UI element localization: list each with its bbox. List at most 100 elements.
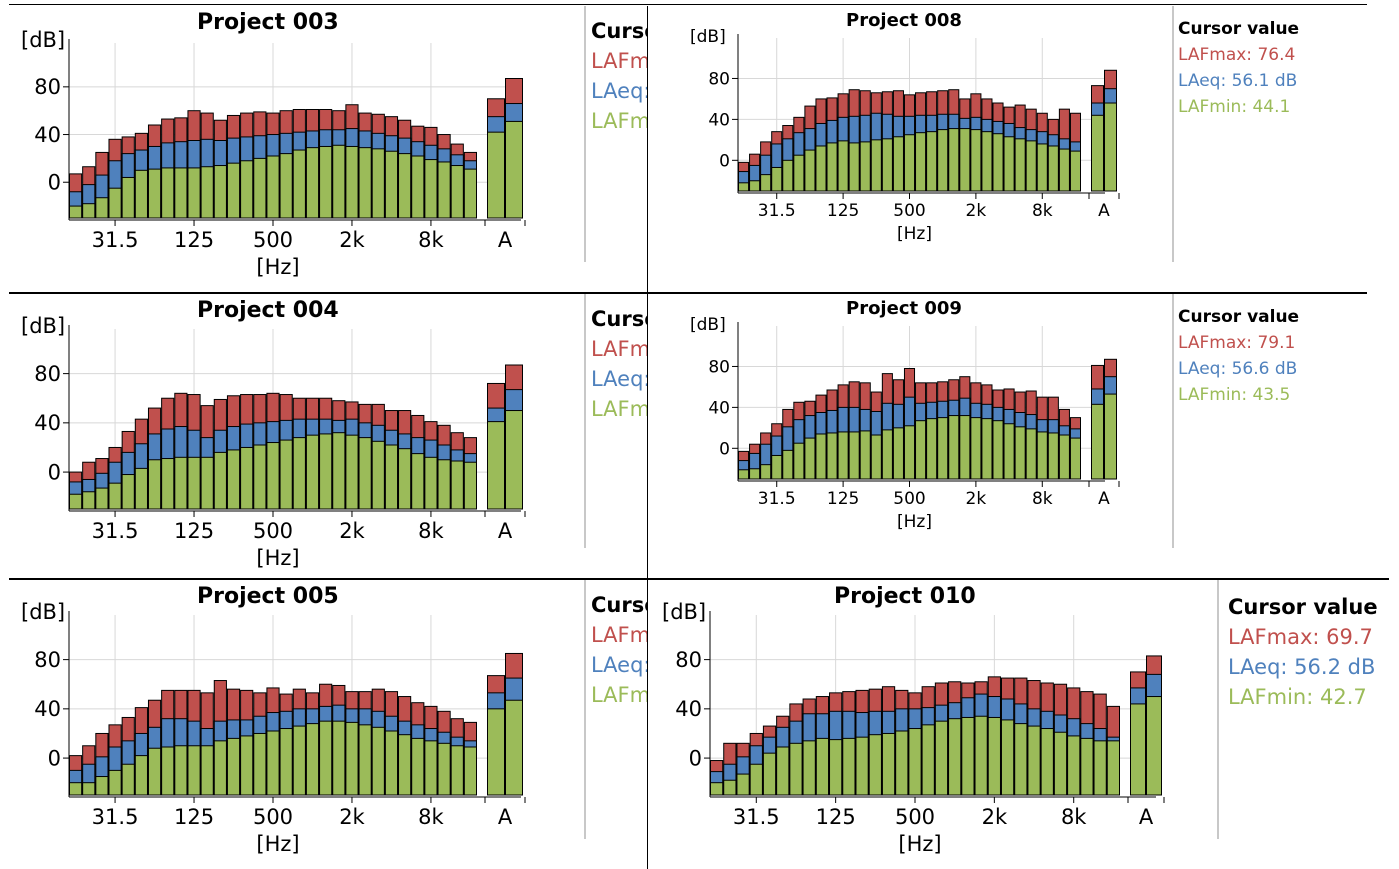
bar-lafmin-10 — [848, 142, 860, 192]
bar-lafmin-17 — [292, 437, 306, 510]
bar-lafmin-6 — [147, 459, 162, 510]
bar-lafmin-27 — [424, 740, 438, 796]
bar-lafmin-5 — [134, 755, 148, 796]
bar-lafmin-3 — [749, 763, 763, 796]
bar-lafmin-1 — [749, 468, 761, 480]
bar-lafmin-30 — [1069, 437, 1082, 480]
bar-lafmin-9 — [187, 167, 201, 219]
chart-title: Project 010 — [834, 584, 976, 609]
panel-project-004: 80 40 0 [dB] 31.5 125 500 2k 8k A [Hz] Project 004 C… — [9, 294, 647, 578]
cursor-laeq: LAeq: 56.6 dB — [1178, 359, 1298, 379]
bar-lafmin-9 — [187, 745, 201, 796]
x-tick-label: 2k — [339, 519, 365, 543]
bar-lafmin-0 — [710, 782, 724, 796]
frame-top — [9, 4, 1367, 5]
bar-a-lafmin-1 — [1146, 696, 1162, 796]
x-tick-label: 31.5 — [92, 519, 139, 543]
bar-lafmin-6 — [147, 168, 162, 219]
bar-lafmin-11 — [855, 736, 869, 796]
x-tick-label: 125 — [174, 519, 214, 543]
panel-project-003: 80 40 0 [dB] 31.5 125 500 2k 8k A [Hz] Project 003 C… — [9, 6, 647, 292]
y-tick-label: 0 — [48, 171, 61, 195]
bar-lafmin-12 — [870, 139, 882, 192]
bar-lafmin-1 — [82, 782, 96, 796]
bar-lafmin-16 — [279, 439, 293, 510]
bar-lafmin-0 — [738, 469, 750, 480]
bar-lafmin-24 — [1027, 725, 1041, 796]
bar-a-lafmin-1 — [505, 120, 523, 219]
bar-lafmin-21 — [345, 434, 359, 510]
cursor-lafmax: LAFmax: — [591, 337, 647, 361]
chart-title: Project 004 — [197, 298, 339, 323]
bar-lafmin-8 — [174, 456, 188, 510]
x-tick-label: 8k — [1032, 201, 1053, 221]
bar-lafmin-2 — [95, 487, 109, 510]
x-tick-label: 500 — [253, 228, 293, 252]
bar-lafmin-11 — [859, 141, 871, 192]
bar-lafmin-23 — [371, 148, 385, 219]
bar-lafmin-15 — [908, 728, 922, 796]
bar-lafmin-19 — [319, 145, 333, 219]
bar-lafmin-10 — [200, 456, 214, 510]
bar-lafmin-16 — [915, 132, 927, 192]
bar-lafmin-4 — [121, 176, 135, 219]
bar-lafmin-23 — [1014, 723, 1028, 796]
bar-lafmin-1 — [723, 779, 737, 796]
bar-lafmin-14 — [892, 136, 904, 192]
bar-a-lafmin-0 — [487, 421, 505, 510]
y-tick-label: 0 — [689, 746, 702, 770]
grid-divider — [9, 292, 1367, 294]
grid-divider — [9, 578, 1389, 580]
bar-lafmin-14 — [892, 427, 904, 480]
x-tick-label: 31.5 — [758, 201, 796, 221]
x-tick-label: 500 — [253, 519, 293, 543]
bar-lafmin-14 — [253, 157, 267, 219]
x-axis-label: [Hz] — [256, 832, 299, 856]
cursor-values-title: Cursor value — [1228, 595, 1378, 619]
bar-lafmin-2 — [760, 174, 772, 192]
x-tick-label: 31.5 — [92, 228, 139, 252]
bar-lafmin-19 — [948, 415, 960, 480]
bar-lafmin-19 — [961, 716, 975, 796]
x-axis-label: [Hz] — [897, 512, 932, 532]
bar-lafmin-16 — [279, 728, 293, 796]
x-tick-label: 8k — [418, 228, 444, 252]
bar-lafmin-29 — [450, 165, 464, 219]
cursor-lafmax: LAFma — [591, 623, 647, 647]
bar-lafmin-12 — [870, 434, 882, 480]
cursor-lafmax: LAFmax: — [591, 49, 647, 73]
y-tick-label: 0 — [48, 460, 61, 484]
panel-project-009: 80 40 0 [dB] 31.5 125 500 2k 8k A [Hz] Project 009 C… — [648, 294, 1368, 578]
chart-title: Project 005 — [197, 584, 339, 609]
cursor-lafmin: LAFmin: 42.7 — [1228, 685, 1367, 709]
x-tick-label: 2k — [982, 805, 1008, 829]
bar-lafmin-22 — [358, 147, 372, 219]
bar-a-lafmin-1 — [1104, 102, 1117, 192]
bar-lafmin-7 — [161, 746, 175, 796]
bar-lafmin-0 — [69, 493, 83, 510]
bar-lafmin-14 — [253, 732, 267, 796]
x-tick-label: A — [498, 805, 513, 829]
bar-lafmin-13 — [881, 732, 896, 796]
bar-lafmin-9 — [837, 140, 849, 192]
bar-lafmin-27 — [1036, 143, 1048, 192]
y-axis-label: [dB] — [690, 315, 726, 335]
y-tick-label: 40 — [34, 123, 61, 147]
bar-lafmin-25 — [1040, 728, 1054, 796]
bar-lafmin-18 — [305, 147, 320, 219]
cursor-values: Curso LAFma LAeq: LAFmi — [591, 590, 647, 710]
bar-lafmin-20 — [332, 144, 346, 219]
bar-lafmin-30 — [463, 461, 478, 510]
bar-lafmin-27 — [1036, 431, 1048, 480]
x-tick-label: 8k — [418, 805, 444, 829]
bar-lafmin-24 — [384, 444, 399, 510]
bar-lafmin-24 — [1003, 423, 1015, 480]
bar-lafmin-5 — [793, 154, 805, 192]
x-tick-label: 2k — [339, 805, 365, 829]
bar-lafmin-17 — [934, 720, 949, 796]
bar-lafmin-23 — [992, 133, 1004, 192]
chart-title: Project 008 — [846, 10, 962, 31]
chart-title: Project 003 — [197, 10, 339, 35]
bar-lafmin-18 — [937, 417, 949, 480]
x-tick-label: 500 — [893, 201, 925, 221]
